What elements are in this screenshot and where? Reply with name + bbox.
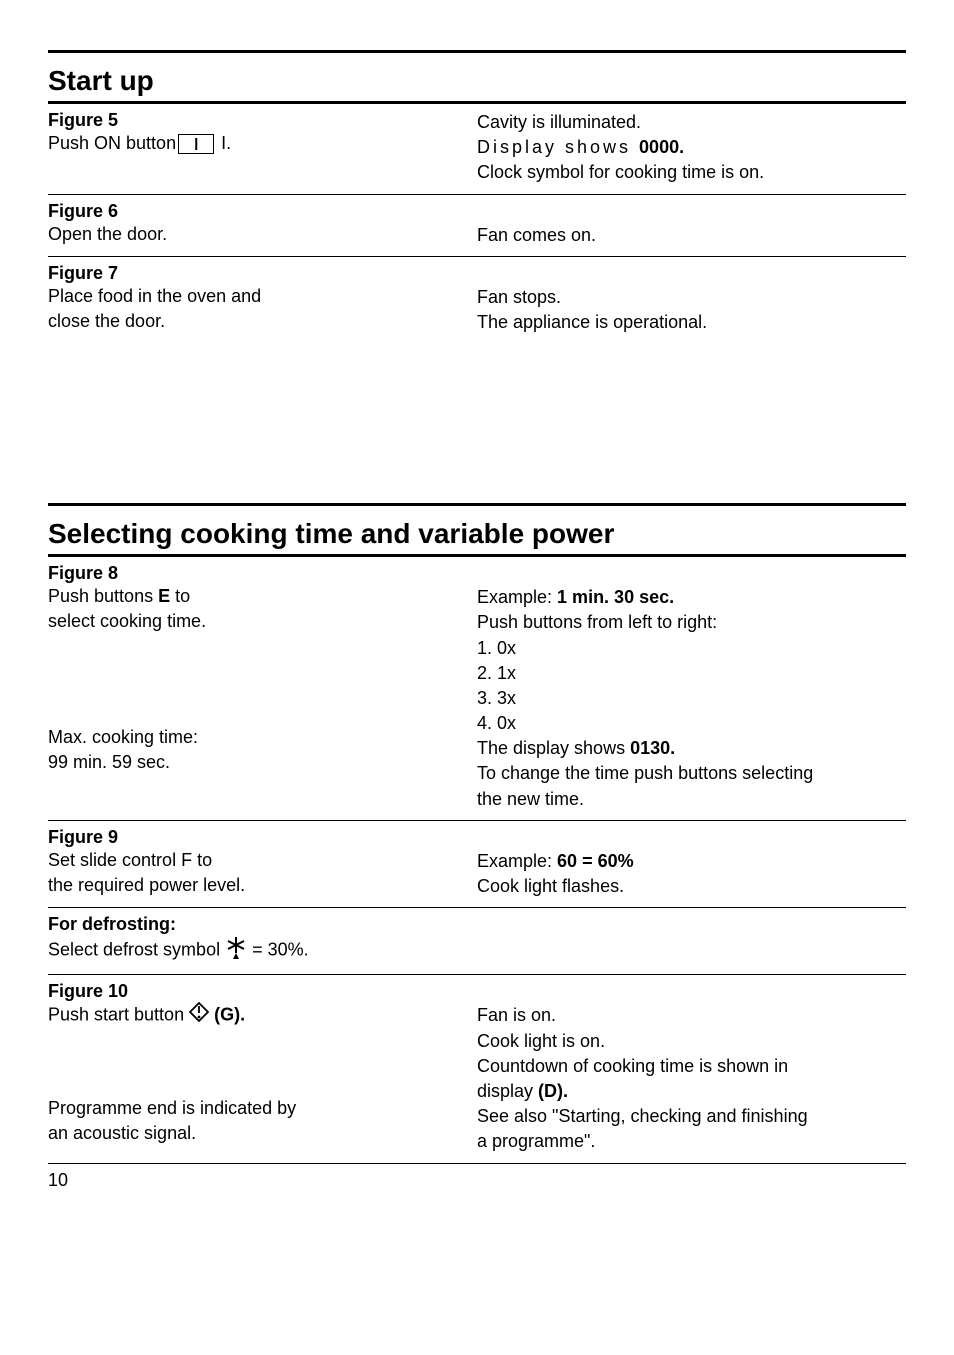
text: Cavity is illuminated.: [477, 110, 906, 135]
text: (G).: [214, 1005, 245, 1025]
text: To change the time push buttons selectin…: [477, 761, 906, 786]
figure-5-row: Figure 5 Push ON button I. Cavity is ill…: [48, 104, 906, 194]
text: The display shows 0130.: [477, 736, 906, 761]
text: Push ON button: [48, 133, 176, 153]
text: Example:: [477, 851, 557, 871]
on-button-icon: [178, 134, 214, 154]
text: Push buttons: [48, 586, 158, 606]
text: 60 = 60%: [557, 851, 634, 871]
text: Push start button (G).: [48, 1002, 457, 1029]
text: E: [158, 586, 170, 606]
text: Select defrost symbol = 30%.: [48, 935, 886, 966]
text: See also "Starting, checking and finishi…: [477, 1104, 906, 1129]
text: Select defrost symbol: [48, 940, 225, 960]
manual-page: Start up Figure 5 Push ON button I. Cavi…: [48, 50, 906, 1191]
text: Programme end is indicated by: [48, 1096, 457, 1121]
text: Set slide control F to: [48, 848, 457, 873]
text: Display shows 0000.: [477, 135, 906, 160]
text: Cook light flashes.: [477, 874, 906, 899]
text: display (D).: [477, 1079, 906, 1104]
section-title-startup: Start up: [48, 65, 906, 97]
figure-7-row: Figure 7 Place food in the oven and clos…: [48, 257, 906, 343]
text: (D).: [538, 1081, 568, 1101]
text: The appliance is operational.: [477, 310, 906, 335]
text: the required power level.: [48, 873, 457, 898]
fig5-right-text: Cavity is illuminated. Display shows 000…: [477, 110, 906, 186]
text: 0000.: [639, 137, 684, 157]
defrost-icon: [225, 935, 247, 966]
figure-10-row: Figure 10 Push start button (G). Program…: [48, 975, 906, 1162]
text: display: [477, 1081, 538, 1101]
figure-9-label: Figure 9: [48, 827, 457, 848]
text: close the door.: [48, 309, 457, 334]
text: 1. 0x: [477, 636, 906, 661]
text: Open the door.: [48, 222, 457, 247]
text: Display shows: [477, 137, 639, 157]
defrost-row: For defrosting: Select defrost symbol = …: [48, 908, 906, 974]
text: = 30%.: [252, 940, 309, 960]
text: The display shows: [477, 738, 630, 758]
text: Push buttons E to: [48, 584, 457, 609]
text: 2. 1x: [477, 661, 906, 686]
text: Place food in the oven and: [48, 284, 457, 309]
text: 1 min. 30 sec.: [557, 587, 674, 607]
page-number: 10: [48, 1170, 906, 1191]
text: I.: [216, 133, 231, 153]
text: 0130.: [630, 738, 675, 758]
text: Fan is on.: [477, 1003, 906, 1028]
text: Example: 1 min. 30 sec.: [477, 585, 906, 610]
text: to: [170, 586, 190, 606]
rule: [48, 1163, 906, 1164]
figure-9-row: Figure 9 Set slide control F to the requ…: [48, 821, 906, 907]
figure-7-label: Figure 7: [48, 263, 457, 284]
defrost-label: For defrosting:: [48, 914, 886, 935]
text: 99 min. 59 sec.: [48, 750, 457, 775]
figure-8-label: Figure 8: [48, 563, 457, 584]
figure-8-row: Figure 8 Push buttons E to select cookin…: [48, 557, 906, 820]
text: a programme".: [477, 1129, 906, 1154]
figure-6-label: Figure 6: [48, 201, 457, 222]
text: Push start button: [48, 1005, 189, 1025]
figure-5-label: Figure 5: [48, 110, 457, 131]
text: 4. 0x: [477, 711, 906, 736]
section-title-selecting: Selecting cooking time and variable powe…: [48, 518, 906, 550]
text: Clock symbol for cooking time is on.: [477, 160, 906, 185]
text: Max. cooking time:: [48, 725, 457, 750]
fig5-left-text: Push ON button I.: [48, 131, 457, 156]
text: the new time.: [477, 787, 906, 812]
text: 3. 3x: [477, 686, 906, 711]
text: Example:: [477, 587, 557, 607]
text: Fan comes on.: [477, 223, 906, 248]
start-diamond-icon: [189, 1002, 209, 1029]
text: Example: 60 = 60%: [477, 849, 906, 874]
text: Fan stops.: [477, 285, 906, 310]
text: Cook light is on.: [477, 1029, 906, 1054]
text: Countdown of cooking time is shown in: [477, 1054, 906, 1079]
text: an acoustic signal.: [48, 1121, 457, 1146]
figure-6-row: Figure 6 Open the door. Fan comes on.: [48, 195, 906, 256]
figure-10-label: Figure 10: [48, 981, 457, 1002]
text: Push buttons from left to right:: [477, 610, 906, 635]
text: select cooking time.: [48, 609, 457, 634]
